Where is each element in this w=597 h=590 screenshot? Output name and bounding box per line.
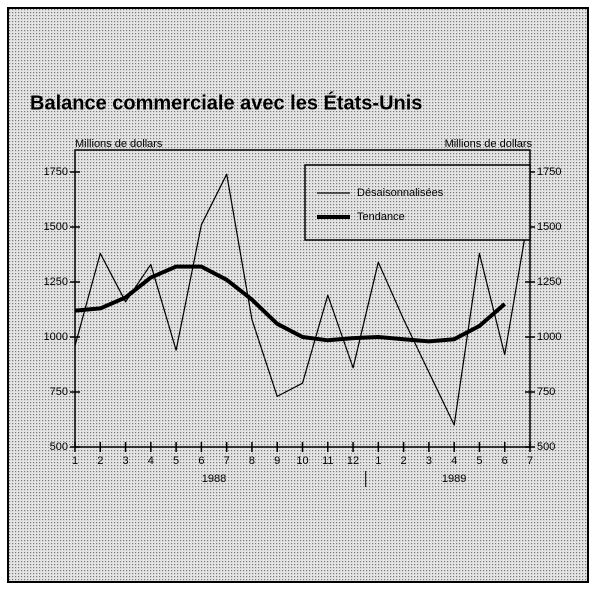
x-tick-label: 6 (198, 455, 204, 467)
y-tick-label: 500 (50, 441, 68, 453)
x-tick-label: 1 (72, 455, 78, 467)
series-line (74, 264, 507, 344)
x-tick-label: 7 (224, 455, 230, 467)
background (7, 7, 589, 583)
x-tick-label: 1 (375, 455, 381, 467)
year-label: 1989 (442, 473, 466, 485)
x-tick-label: 5 (476, 455, 482, 467)
x-tick-label: 10 (296, 455, 308, 467)
year-label: 1988 (202, 473, 226, 485)
y-tick-label: 1500 (44, 221, 68, 233)
legend-label: Tendance (357, 211, 405, 223)
x-tick-label: 4 (451, 455, 457, 467)
x-tick-label: 8 (249, 455, 255, 467)
y2-tick-label: 1500 (537, 221, 561, 233)
x-tick-label: 7 (527, 455, 533, 467)
x-tick-label: 11 (322, 455, 333, 467)
x-tick-label: 9 (274, 455, 280, 467)
x-tick-label: 4 (148, 455, 154, 467)
y-tick-label: 1250 (44, 276, 68, 288)
y-tick-label: 750 (50, 386, 68, 398)
series-line (74, 173, 531, 426)
y2-tick-label: 1250 (537, 276, 561, 288)
x-tick-label: 6 (502, 455, 508, 467)
y2-tick-label: 1000 (537, 331, 561, 343)
legend-label: Désaisonnalisées (357, 187, 444, 199)
y-tick-label: 1750 (44, 166, 68, 178)
y2-tick-label: 750 (537, 386, 555, 398)
x-tick-label: 5 (173, 455, 179, 467)
legend-box (304, 164, 531, 241)
chart-title: Balance commerciale avec les États-Unis (30, 91, 422, 114)
y2-axis-label: Millions de dollars (445, 138, 533, 150)
y-tick-label: 1000 (44, 331, 68, 343)
x-tick-label: 3 (122, 455, 128, 467)
y-axis-label: Millions de dollars (75, 138, 163, 150)
y2-tick-label: 500 (537, 441, 555, 453)
x-tick-label: 2 (97, 455, 103, 467)
x-tick-label: 12 (347, 455, 359, 467)
x-tick-label: 2 (401, 455, 407, 467)
y2-tick-label: 1750 (537, 166, 561, 178)
x-tick-label: 3 (426, 455, 432, 467)
